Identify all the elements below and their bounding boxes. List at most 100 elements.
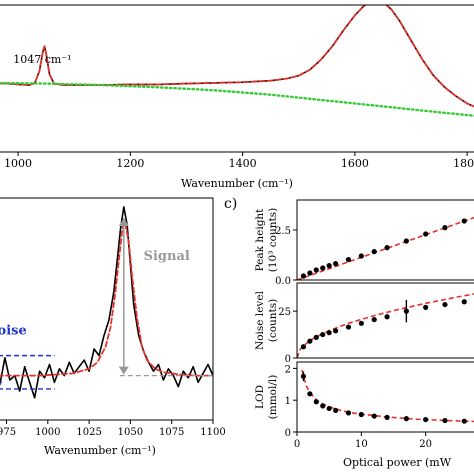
panel-c3-xtick-label: 10 — [355, 439, 368, 450]
panel-c1-frame — [296, 199, 474, 281]
panel-c3-fit-line — [301, 369, 474, 423]
panel-c1-data-point — [333, 261, 339, 267]
panel-c3-x-axis-label: Optical power (mW — [343, 456, 452, 469]
panel-c3-data-point — [326, 405, 332, 412]
panel-b-xtick-label: 1100 — [200, 427, 225, 438]
panel-c3-data-point — [320, 403, 326, 409]
panel-c1-data-point — [345, 257, 352, 263]
signal-label: Signal — [144, 249, 190, 264]
panel-a-peak-annotation: 1047 cm⁻¹ — [13, 53, 71, 66]
panel-c3-y-axis-label: (mmol/l) — [267, 375, 279, 420]
panel-c2-fit-line — [297, 293, 474, 358]
panel-b-series-measured — [0, 206, 213, 399]
panel-b-x-axis-label: Wavenumber (cm⁻¹) — [44, 444, 156, 457]
panel-c2-data-point — [442, 301, 448, 308]
panel-c2-data-point — [423, 304, 429, 310]
panel-c1-data-point — [371, 249, 377, 255]
panel-b-frame — [0, 197, 214, 421]
panel-c2-data-point — [320, 331, 326, 338]
panel-a-xtick-label: 1400 — [229, 157, 257, 170]
panel-c1-data-point — [300, 273, 307, 279]
panel-b-xtick-label: 1025 — [76, 427, 101, 438]
panel-c1-data-point — [358, 253, 364, 259]
panel-c3-data-point — [384, 414, 390, 420]
panel-c3-data-point — [333, 407, 339, 413]
panel-a-xtick-label: 1600 — [341, 157, 369, 170]
panel-c2-data-point — [333, 328, 339, 334]
panel-c3-data-point — [423, 416, 429, 423]
panel-a-x-axis-label: Wavenumber (cm⁻¹) — [181, 177, 293, 190]
panel-b-xtick-label: 1075 — [159, 427, 184, 438]
panel-c-peak-height: 0.0 2.5 Peak height (10³ counts) — [254, 199, 474, 287]
panel-c2-data-point — [371, 316, 377, 323]
panel-c3-data-point — [461, 418, 467, 424]
panel-c1-y-axis-label: Peak height — [254, 208, 266, 272]
panel-c2-frame — [296, 282, 474, 359]
panel-c1-data-point — [313, 267, 319, 273]
panel-a-xtick-label: 1200 — [116, 157, 144, 170]
panel-c1-data-point — [423, 231, 429, 237]
panel-c1-data-point — [442, 225, 448, 231]
noise-label: Noise — [0, 324, 27, 339]
panel-b-xtick-label: 975 — [0, 427, 16, 438]
panel-c3-data-point — [371, 413, 377, 419]
panel-c2-y-axis-label: (counts) — [267, 299, 279, 343]
panel-a-xtick-label: 1000 — [4, 157, 32, 170]
panel-a-plot-area — [0, 5, 474, 117]
panel-a-series-fit — [0, 5, 474, 108]
panel-c3-ytick-label: 2 — [285, 364, 291, 375]
panel-c2-data-point — [300, 344, 307, 350]
panel-a-series-baseline — [0, 81, 474, 117]
panel-c1-y-axis-label: (10³ counts) — [267, 208, 279, 272]
panel-c3-data-point — [403, 416, 409, 422]
panel-c3-data-point — [313, 399, 319, 405]
panel-c2-plot-area — [297, 293, 474, 358]
panel-c3-ytick-label: 1 — [285, 396, 291, 407]
panel-c2-data-point — [307, 338, 313, 344]
panel-c1-data-point — [307, 270, 313, 276]
panel-c2-data-point — [358, 320, 364, 326]
panel-c1-data-point — [403, 238, 409, 244]
panel-c2-data-point — [345, 324, 352, 330]
panel-c1-data-point — [326, 263, 332, 269]
panel-c3-ytick-label: 0 — [285, 428, 291, 439]
panel-c3-data-point — [307, 391, 313, 397]
panel-c1-data-point — [320, 265, 326, 271]
panel-b-peak-zoom: 975 1000 1025 1050 1075 1100 Wavenumber (cm⁻¹)… — [0, 197, 226, 457]
panel-b-series-fit — [0, 221, 213, 377]
panel-c2-data-point — [326, 330, 332, 336]
panel-c3-y-axis-label: LOD — [254, 385, 266, 409]
panel-c3-frame — [296, 361, 474, 433]
noise-arrow-head — [0, 381, 3, 386]
panel-c2-data-point — [384, 314, 390, 320]
panel-c1-fit-line — [297, 216, 474, 280]
panel-c2-ytick-label: 0 — [285, 354, 291, 365]
panel-b-xtick-label: 1000 — [35, 427, 60, 438]
panel-c-noise-level: 0 25 Noise level (counts) — [254, 282, 474, 365]
panel-c1-ytick-label: 0.0 — [275, 276, 291, 287]
panel-c2-y-axis-label: Noise level — [254, 290, 266, 350]
panel-b-xtick-label: 1050 — [118, 427, 143, 438]
panel-c3-data-point — [345, 410, 352, 416]
panel-c1-data-point — [461, 218, 467, 224]
panel-c2-data-point — [313, 334, 319, 340]
signal-arrow-tip — [118, 217, 129, 226]
panel-c1-ytick-label: 2.5 — [275, 226, 291, 237]
panel-c3-xtick-label: 20 — [419, 439, 432, 450]
signal-arrow-head — [118, 366, 129, 375]
panel-a-xtick-label: 1800 — [453, 157, 474, 170]
panel-c1-plot-area — [297, 216, 474, 280]
panel-a-spectrum: 1000 1200 1400 1600 1800 Wavenumber (cm⁻¹) 104… — [0, 4, 474, 190]
panel-c3-data-point — [442, 417, 448, 424]
panel-c3-xtick-label: 0 — [294, 439, 300, 450]
panel-b-plot-area — [0, 206, 213, 399]
panel-label-c: c) — [224, 196, 237, 212]
panel-a-frame — [0, 4, 474, 153]
panel-c3-plot-area — [300, 369, 474, 424]
panel-c2-ytick-label: 25 — [278, 307, 291, 318]
panel-c3-data-point — [358, 411, 364, 418]
panel-c2-data-point — [461, 299, 467, 305]
panel-c1-data-point — [384, 245, 390, 251]
